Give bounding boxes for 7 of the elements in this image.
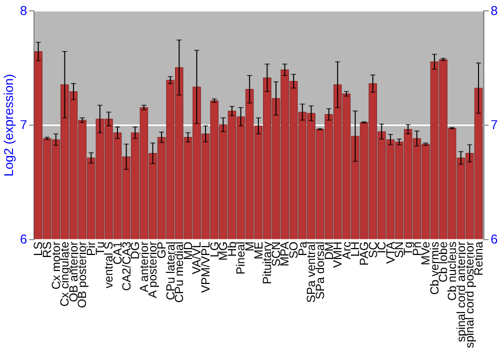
y2-tick-label: 6 [490, 232, 498, 247]
y-axis-title: Log2 (expression) [1, 74, 16, 176]
y-tick-label: 6 [20, 232, 28, 247]
y2-tick-label: 8 [490, 2, 498, 18]
y-tick-label: 7 [20, 117, 28, 132]
y2-tick-label: 7 [490, 117, 498, 132]
y-tick-label: 8 [20, 2, 28, 18]
